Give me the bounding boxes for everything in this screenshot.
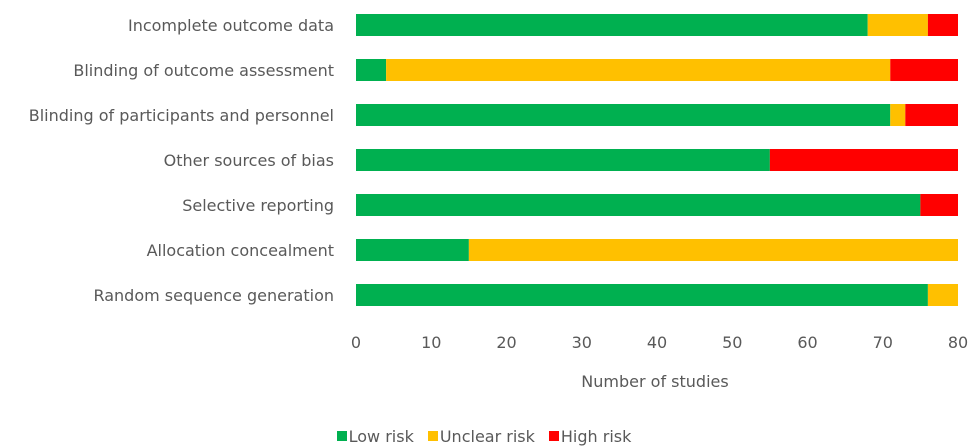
bar-high-risk-selective-reporting	[920, 194, 958, 216]
bar-low-risk-blinding-of-outcome-assessment	[356, 59, 387, 81]
x-tick-label-20: 20	[496, 333, 516, 352]
bar-unclear-risk-incomplete-outcome-data	[867, 14, 928, 36]
legend-item-unclear-risk: Unclear risk	[427, 426, 535, 446]
x-tick-label-0: 0	[351, 333, 361, 352]
bar-unclear-risk-blinding-of-participants-and-personnel	[890, 104, 906, 126]
x-tick-label-10: 10	[421, 333, 441, 352]
x-tick-label-70: 70	[873, 333, 893, 352]
bar-low-risk-incomplete-outcome-data	[356, 14, 868, 36]
bar-low-risk-allocation-concealment	[356, 239, 469, 261]
x-tick-label-60: 60	[797, 333, 817, 352]
category-label-blinding-of-outcome-assessment: Blinding of outcome assessment	[73, 61, 334, 80]
legend-swatch-low-risk	[336, 431, 347, 441]
bar-unclear-risk-allocation-concealment	[468, 239, 958, 261]
category-label-incomplete-outcome-data: Incomplete outcome data	[128, 16, 334, 35]
legend-label-high-risk: High risk	[560, 426, 632, 446]
x-axis-title: Number of studies	[581, 372, 728, 391]
x-tick-label-40: 40	[647, 333, 667, 352]
legend-item-high-risk: High risk	[548, 426, 632, 446]
category-label-random-sequence-generation: Random sequence generation	[93, 286, 334, 305]
legend-swatch-unclear-risk	[427, 431, 438, 441]
bar-unclear-risk-blinding-of-outcome-assessment	[386, 59, 891, 81]
bar-low-risk-random-sequence-generation	[356, 284, 928, 306]
bar-low-risk-selective-reporting	[356, 194, 921, 216]
x-tick-label-50: 50	[722, 333, 742, 352]
category-labels: Incomplete outcome data Blinding of outco…	[29, 16, 334, 305]
legend-swatch-high-risk	[548, 431, 559, 441]
legend: Low risk Unclear risk High risk	[0, 425, 968, 447]
bar-low-risk-blinding-of-participants-and-personnel	[356, 104, 891, 126]
category-label-other-sources-of-bias: Other sources of bias	[164, 151, 334, 170]
legend-item-low-risk: Low risk	[336, 426, 414, 446]
bars-group	[356, 14, 958, 306]
bar-high-risk-incomplete-outcome-data	[927, 14, 958, 36]
bar-unclear-risk-random-sequence-generation	[927, 284, 958, 306]
category-label-blinding-of-participants-and-personnel: Blinding of participants and personnel	[29, 106, 334, 125]
bar-low-risk-other-sources-of-bias	[356, 149, 770, 171]
category-label-allocation-concealment: Allocation concealment	[147, 241, 334, 260]
legend-label-unclear-risk: Unclear risk	[439, 426, 535, 446]
legend-label-low-risk: Low risk	[348, 426, 414, 446]
stacked-bar-chart: Incomplete outcome data Blinding of outco…	[29, 14, 968, 391]
bar-high-risk-blinding-of-outcome-assessment	[890, 59, 958, 81]
bar-high-risk-blinding-of-participants-and-personnel	[905, 104, 958, 126]
x-axis-ticks: 0 10 20 30 40 50 60 70 80	[351, 333, 968, 352]
category-label-selective-reporting: Selective reporting	[182, 196, 334, 215]
x-tick-label-80: 80	[948, 333, 968, 352]
x-tick-label-30: 30	[572, 333, 592, 352]
bar-high-risk-other-sources-of-bias	[769, 149, 958, 171]
